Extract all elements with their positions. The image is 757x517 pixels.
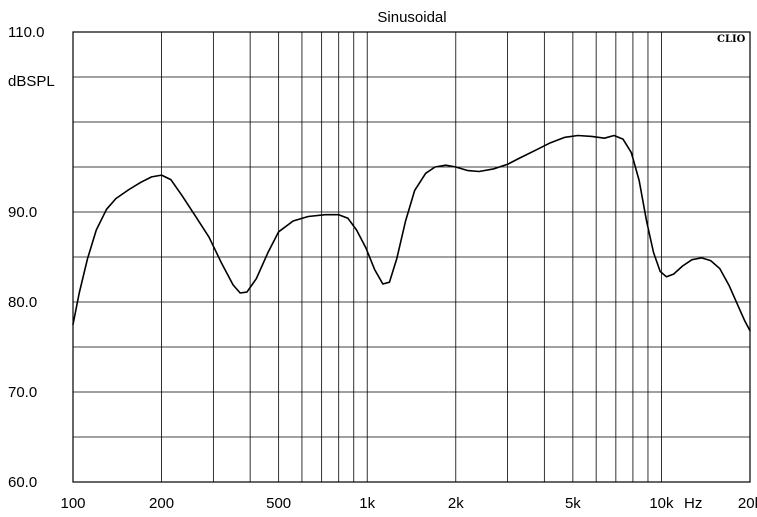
y-tick-labels: 110.0 90.0 80.0 70.0 60.0: [8, 24, 44, 491]
x-tick-label: 10k: [649, 495, 674, 512]
y-tick-label: 110.0: [8, 24, 44, 41]
grid: [73, 32, 750, 482]
x-axis-unit-label: Hz: [684, 495, 702, 512]
x-tick-label: 500: [266, 495, 291, 512]
x-tick-label: 2k: [448, 495, 464, 512]
x-tick-label: 200: [149, 495, 174, 512]
y-axis-label: dBSPL: [8, 73, 55, 90]
x-tick-labels: 100 200 500 1k 2k 5k 10k 20k: [60, 495, 757, 512]
x-tick-label: 1k: [359, 495, 375, 512]
y-tick-label: 90.0: [8, 204, 37, 221]
plot-frame: [72, 31, 751, 483]
y-tick-label: 70.0: [8, 384, 37, 401]
x-tick-label: 20k: [738, 495, 757, 512]
series-layer: [72, 134, 751, 332]
x-tick-label: 5k: [565, 495, 581, 512]
clio-brand-logo: CLIO: [717, 34, 746, 45]
x-tick-label: 100: [60, 495, 85, 512]
y-tick-label: 80.0: [8, 294, 37, 311]
series-line-response: [72, 134, 751, 332]
chart-title: Sinusoidal: [377, 9, 446, 26]
y-tick-label: 60.0: [8, 474, 37, 491]
